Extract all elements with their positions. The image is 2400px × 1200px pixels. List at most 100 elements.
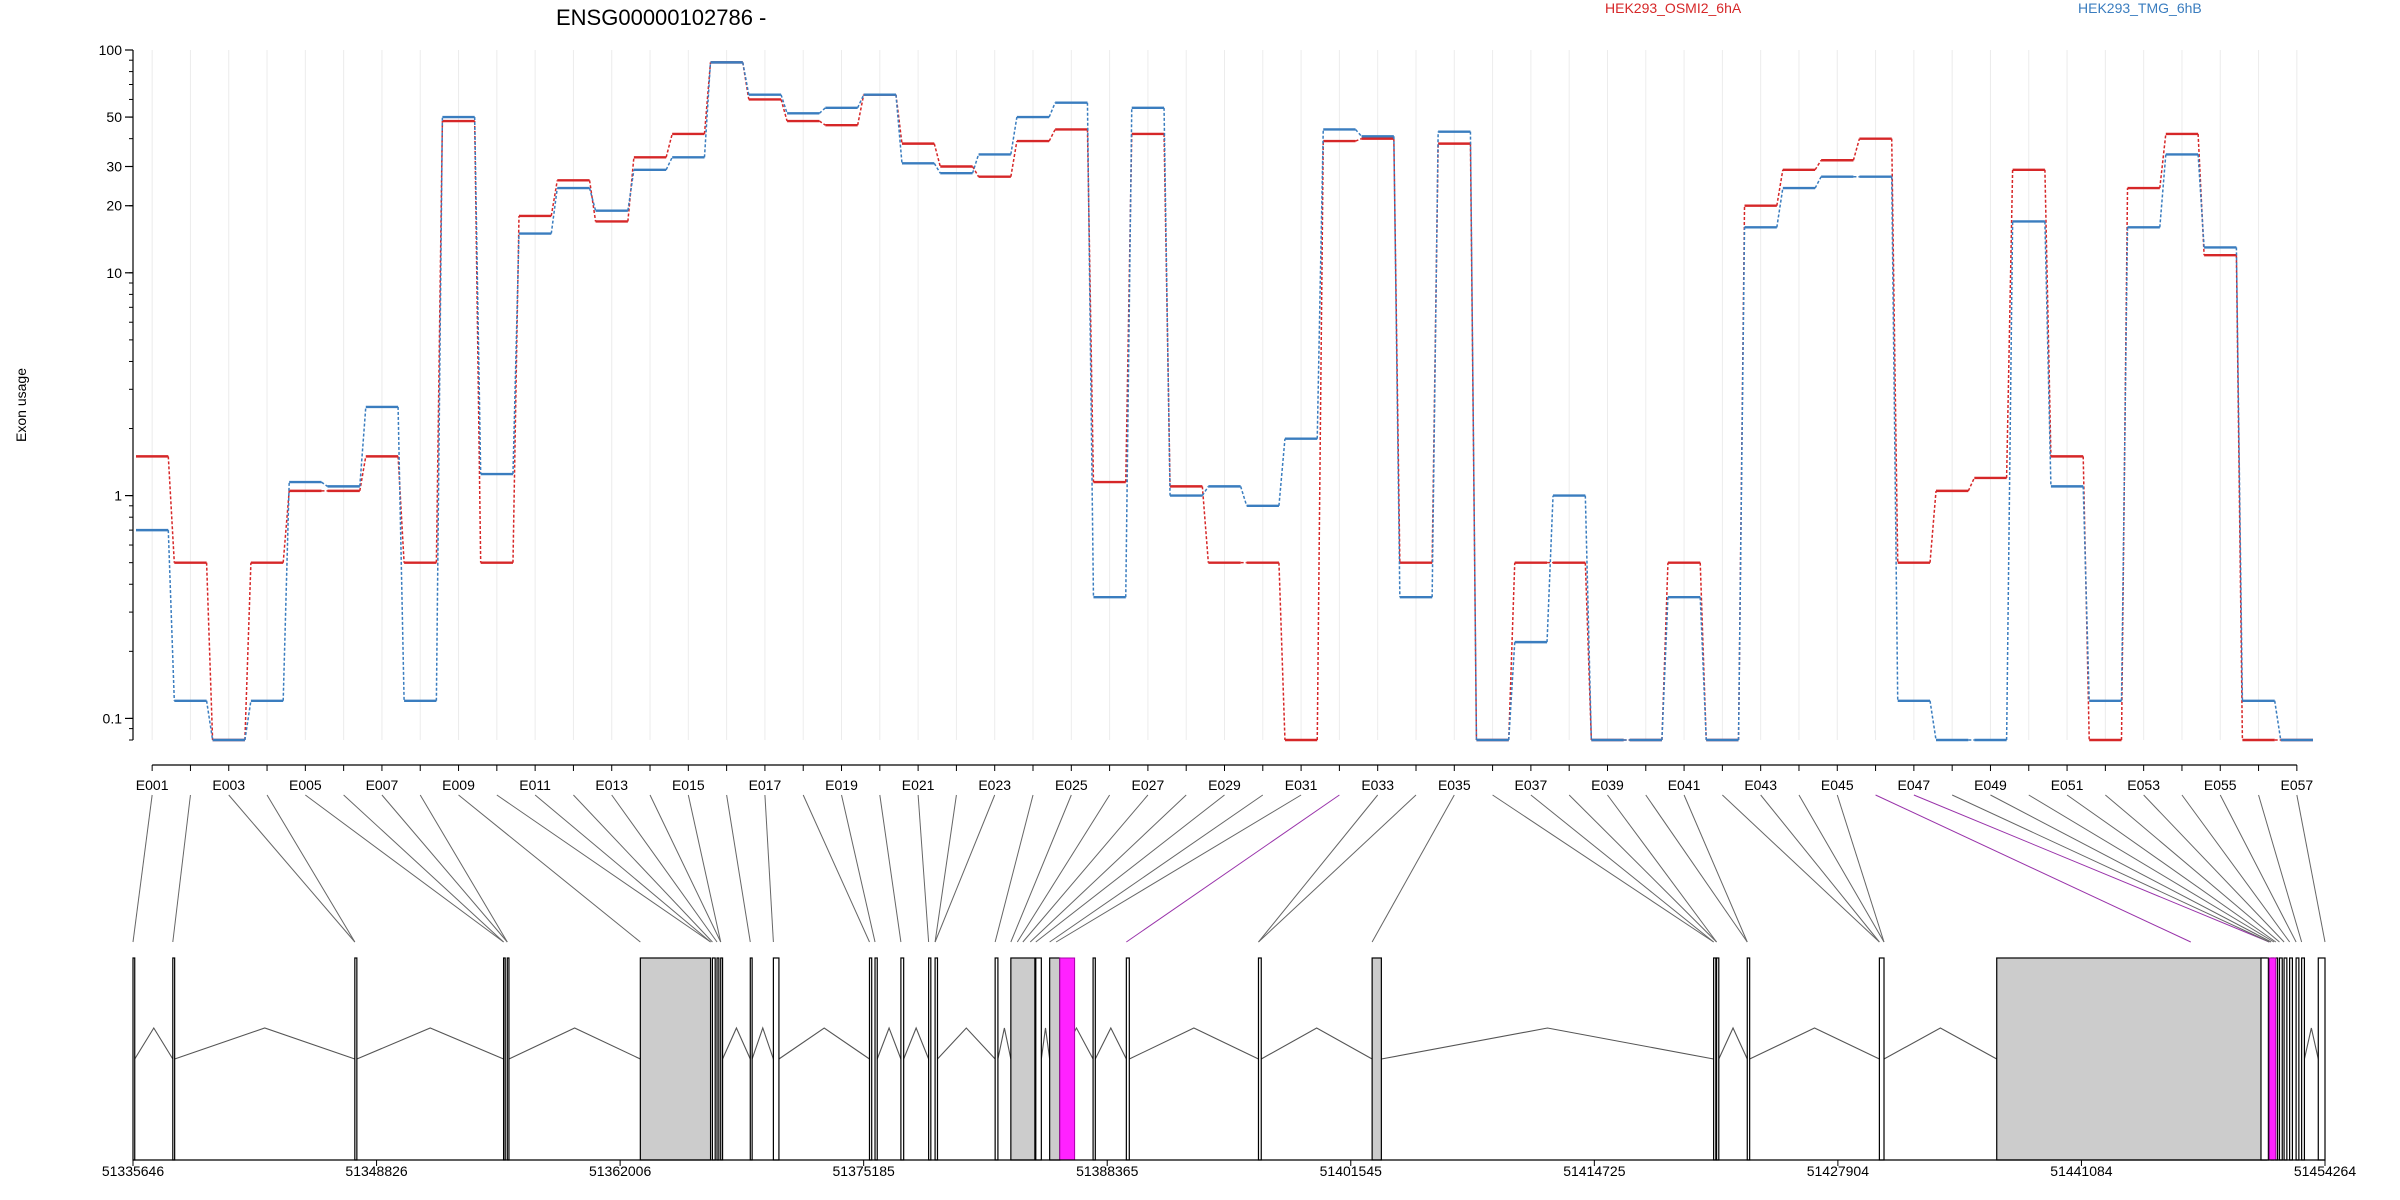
data-connector bbox=[2005, 221, 2014, 741]
exon-connector bbox=[2296, 794, 2326, 943]
x-tick-label: E019 bbox=[825, 777, 858, 793]
exon-block bbox=[874, 957, 878, 1161]
x-tick-label: E003 bbox=[212, 777, 245, 793]
x-tick-label: E033 bbox=[1361, 777, 1394, 793]
genomic-tick-label: 51401545 bbox=[1320, 1163, 1383, 1179]
data-connector bbox=[780, 94, 788, 114]
genomic-tick-label: 51335646 bbox=[102, 1163, 165, 1179]
data-connector bbox=[2197, 154, 2205, 248]
x-tick-label: E053 bbox=[2127, 777, 2160, 793]
data-connector bbox=[627, 169, 635, 211]
exon-connector bbox=[1126, 794, 1340, 943]
x-tick-label: E007 bbox=[366, 777, 399, 793]
data-connector bbox=[971, 154, 980, 174]
data-connector bbox=[665, 133, 673, 158]
exon-connector bbox=[1913, 794, 2270, 943]
genomic-tick-label: 51441084 bbox=[2050, 1163, 2113, 1179]
data-connector bbox=[473, 121, 482, 563]
exon-connector bbox=[1258, 794, 1417, 943]
exon-connector bbox=[1645, 794, 1748, 943]
intron-line bbox=[1094, 1026, 1127, 1060]
exon-connector bbox=[1371, 794, 1455, 943]
intron-line bbox=[876, 1026, 902, 1060]
exon-connector bbox=[1990, 794, 2272, 943]
exon-block bbox=[639, 957, 712, 1161]
legend-entry-osmi2: HEK293_OSMI2_6hA bbox=[1605, 0, 1742, 16]
grid-lines bbox=[151, 50, 2298, 740]
y-tick-label: 30 bbox=[106, 158, 122, 174]
data-connector bbox=[1086, 129, 1095, 483]
data-connector bbox=[1814, 176, 1822, 189]
intron-line bbox=[1718, 1026, 1748, 1060]
x-tick-label: E045 bbox=[1821, 777, 1854, 793]
genomic-tick-label: 51348826 bbox=[345, 1163, 408, 1179]
data-connector bbox=[550, 187, 559, 234]
data-connector bbox=[1469, 131, 1478, 741]
exon-block bbox=[1010, 957, 1036, 1161]
data-connector bbox=[473, 117, 482, 475]
exon-connector bbox=[917, 794, 930, 943]
data-connector bbox=[2159, 154, 2167, 228]
data-connector bbox=[1929, 490, 1937, 563]
exon-connector bbox=[934, 794, 996, 943]
x-tick-label: E011 bbox=[519, 777, 551, 793]
x-tick-label: E021 bbox=[902, 777, 935, 793]
exon-block bbox=[928, 957, 932, 1161]
data-connector bbox=[1010, 116, 1018, 155]
exon-connector bbox=[2143, 794, 2285, 943]
data-connector bbox=[1890, 176, 1899, 701]
data-connector bbox=[2044, 221, 2052, 487]
exon-connector bbox=[1875, 794, 2191, 943]
intron-line bbox=[356, 1027, 504, 1060]
exon-connector bbox=[573, 794, 713, 943]
data-connector bbox=[588, 187, 597, 211]
exon-block bbox=[172, 957, 176, 1161]
data-connector bbox=[1278, 438, 1286, 506]
exon-block bbox=[2289, 957, 2294, 1161]
intron-line bbox=[1381, 1027, 1714, 1060]
exon-connector bbox=[305, 794, 504, 943]
data-connector bbox=[2005, 169, 2014, 478]
data-connector bbox=[933, 143, 941, 167]
exon-block bbox=[711, 957, 716, 1161]
data-connector bbox=[282, 482, 290, 701]
data-connector bbox=[1316, 141, 1324, 741]
data-connector bbox=[856, 94, 865, 126]
y-tick-label: 50 bbox=[106, 109, 122, 125]
exon-connector bbox=[343, 794, 504, 943]
data-connector bbox=[1278, 562, 1286, 741]
data-connector bbox=[1354, 128, 1363, 137]
exon-connector bbox=[458, 794, 641, 943]
exon-connector bbox=[1798, 794, 1885, 943]
x-tick-label: E025 bbox=[1055, 777, 1088, 793]
data-connector bbox=[2273, 700, 2282, 741]
exon-connector bbox=[879, 794, 902, 943]
x-tick-label: E043 bbox=[1744, 777, 1777, 793]
genomic-tick-label: 51454264 bbox=[2294, 1163, 2357, 1179]
exon-connector bbox=[2181, 794, 2291, 943]
exon-connector bbox=[1016, 794, 1111, 943]
y-tick-label: 20 bbox=[106, 198, 122, 214]
x-tick-label: E017 bbox=[749, 777, 782, 793]
data-connector bbox=[1355, 137, 1362, 142]
data-connector bbox=[282, 490, 290, 563]
x-tick-label: E047 bbox=[1898, 777, 1931, 793]
exon-connector bbox=[841, 794, 876, 943]
data-connector bbox=[1814, 159, 1822, 171]
exon-connector bbox=[1258, 794, 1379, 943]
exon-connector bbox=[1836, 794, 1885, 943]
genomic-tick-label: 51362006 bbox=[589, 1163, 652, 1179]
intron-line bbox=[903, 1026, 930, 1060]
exon-block bbox=[1125, 957, 1130, 1161]
data-connector bbox=[1967, 477, 1975, 492]
intron-line bbox=[997, 1027, 1012, 1060]
exon-block bbox=[2317, 957, 2326, 1161]
data-connector bbox=[1431, 131, 1439, 598]
data-connector bbox=[895, 94, 903, 164]
data-connector bbox=[1393, 136, 1401, 598]
intron-line bbox=[937, 1027, 996, 1060]
exon-connector bbox=[381, 794, 508, 943]
exon-connector bbox=[1951, 794, 2270, 943]
exon-block bbox=[934, 957, 939, 1161]
exon-connector bbox=[1035, 794, 1225, 943]
